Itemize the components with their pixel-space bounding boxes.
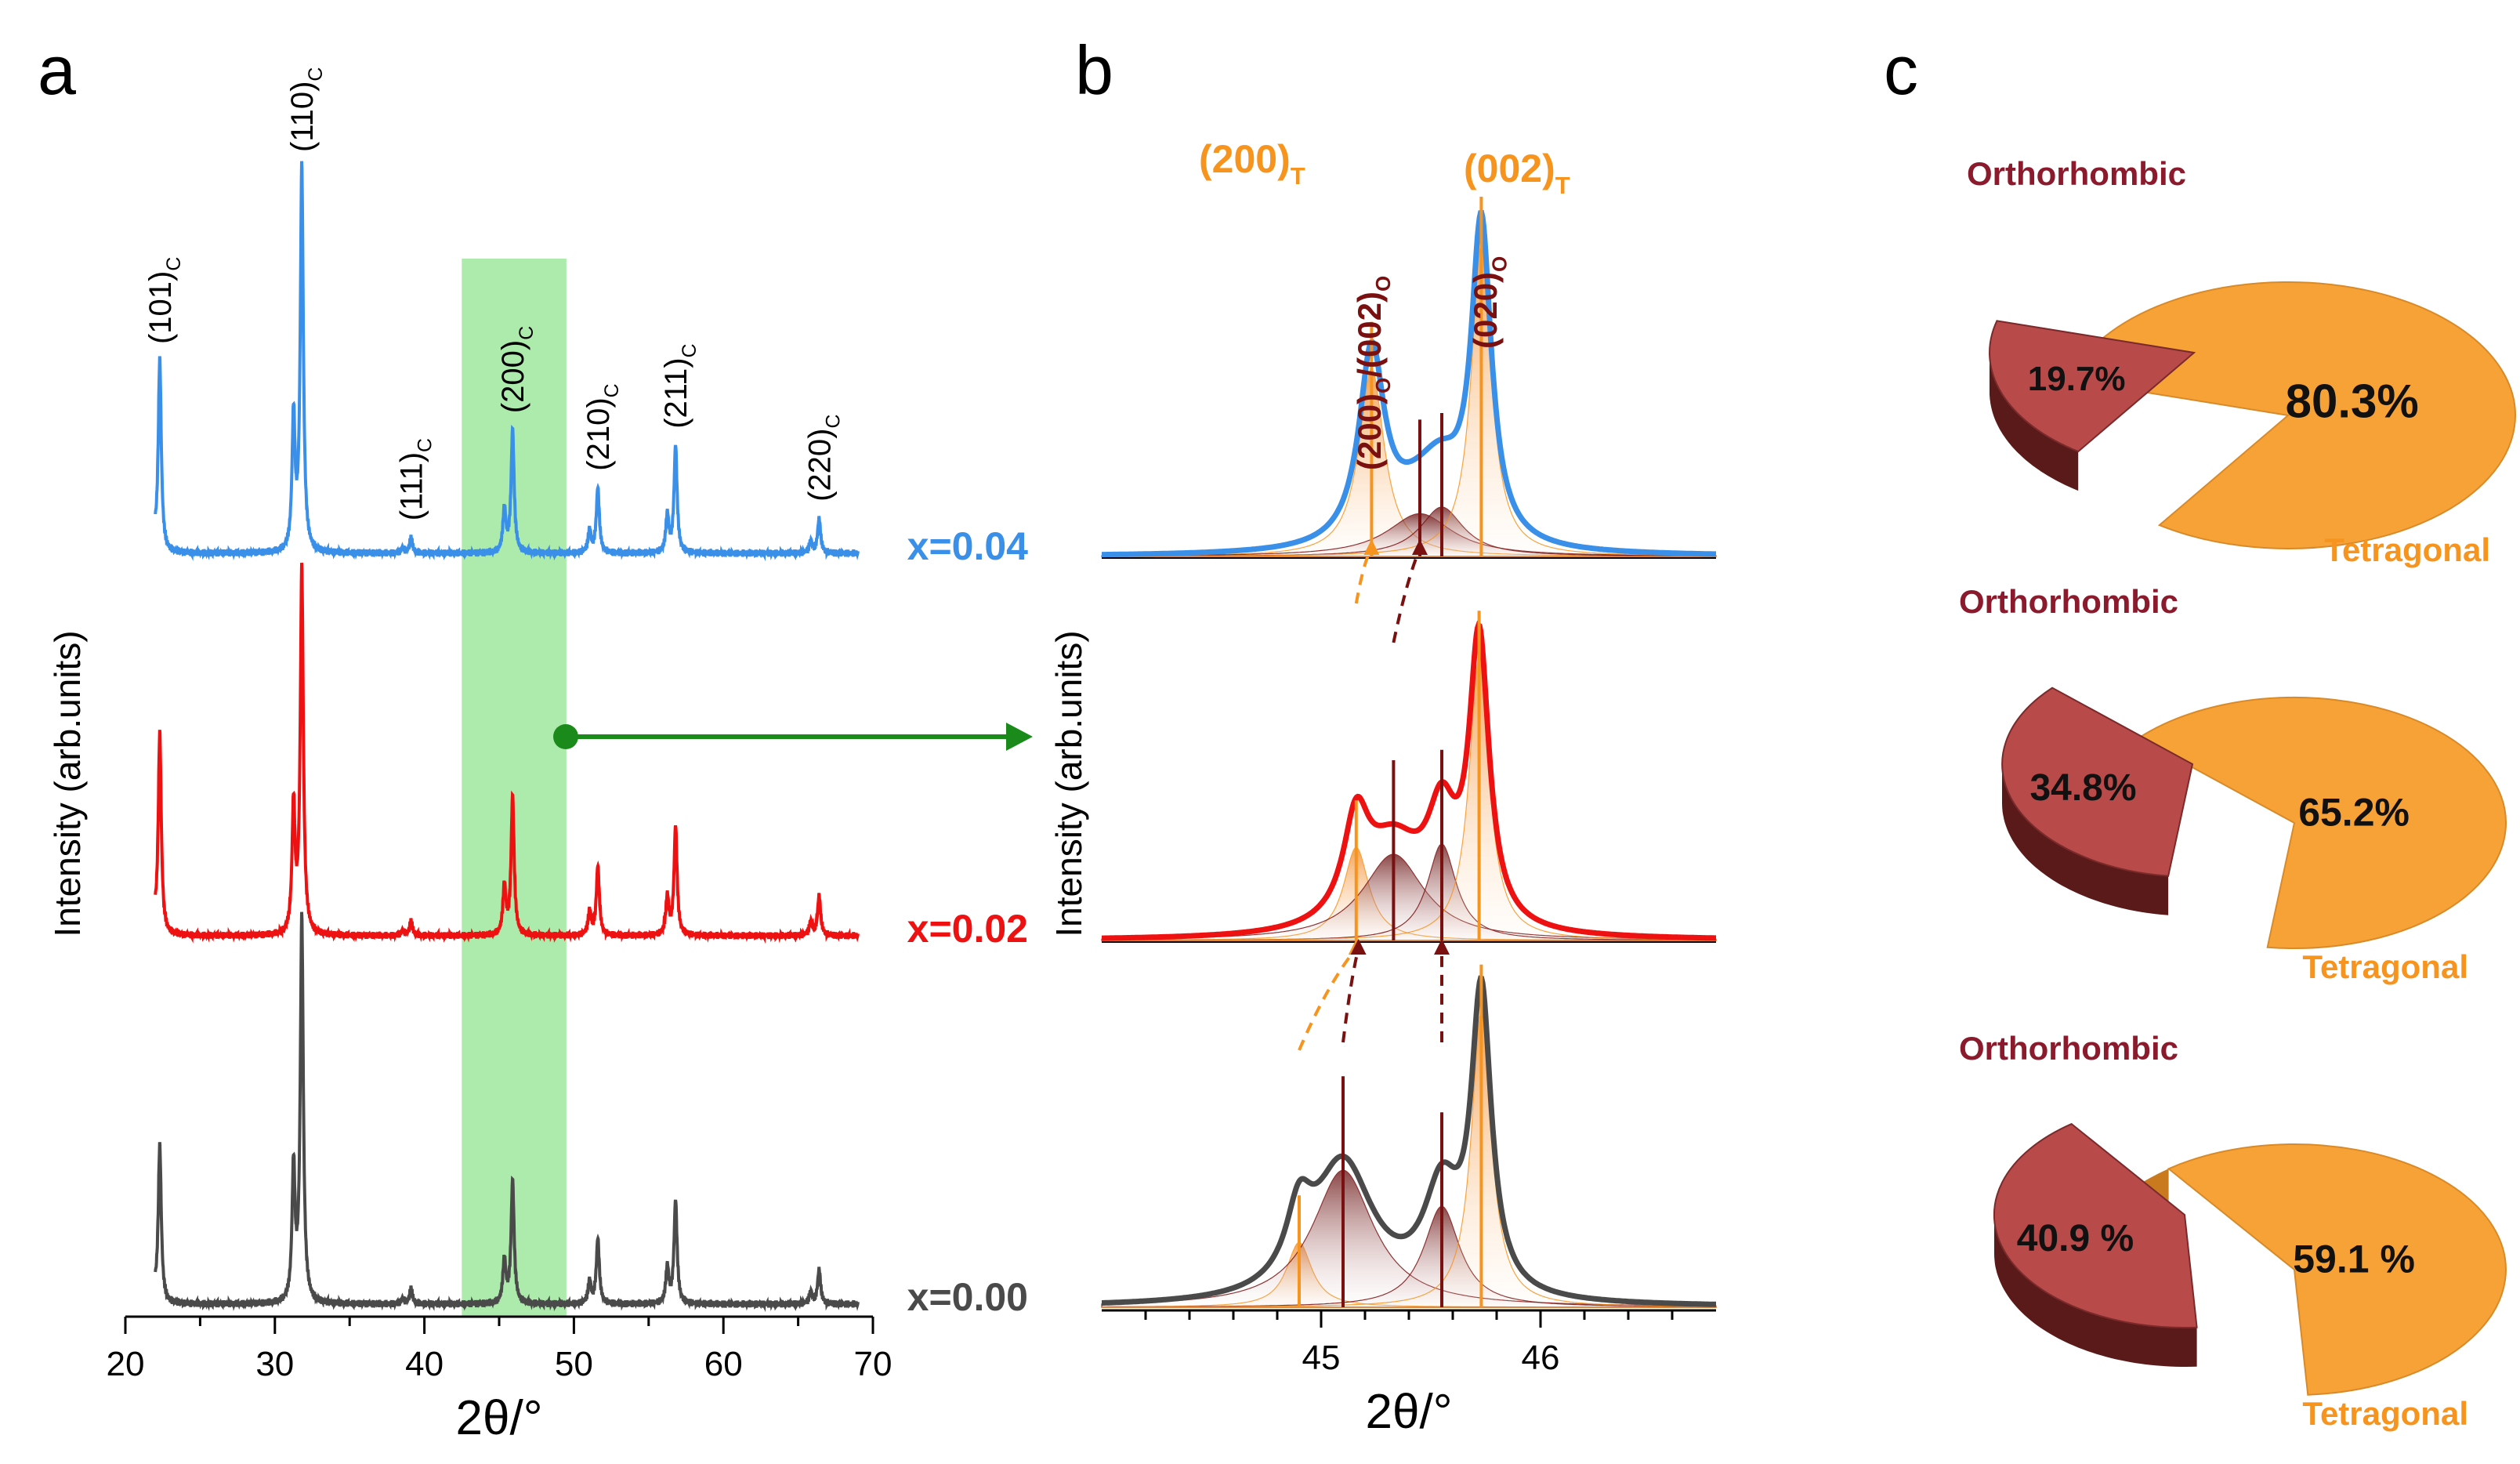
peak-label-main: (210) xyxy=(581,397,616,470)
peak-label-sub: C xyxy=(516,326,538,340)
y-axis-label-b: Intensity (arb.units) xyxy=(1048,630,1089,937)
pie-slice-tetragonal xyxy=(2067,281,2516,549)
fit-envelope-x=0.00 xyxy=(1102,975,1716,1307)
peak-label-main: (111) xyxy=(394,452,429,520)
series-label-a: x=0.04 xyxy=(907,524,1029,568)
peak-label-main: (110) xyxy=(285,82,320,152)
x-tick-label-a: 30 xyxy=(255,1345,294,1383)
x-axis-label-b: 2θ/° xyxy=(1366,1385,1453,1439)
peak-label-sub: C xyxy=(602,383,623,397)
x-tick-label-a: 50 xyxy=(555,1345,593,1383)
peak-label: (200)C xyxy=(496,326,538,413)
pie-side-orthorhombic xyxy=(2002,764,2169,915)
component-peak-O xyxy=(1101,1205,1717,1308)
connector-arrowhead xyxy=(1006,723,1033,751)
pie-slice-orthorhombic xyxy=(1993,1122,2198,1328)
pie-slice-tetragonal xyxy=(2137,697,2507,949)
label-200O-part: (200) xyxy=(1351,393,1388,470)
pie-value-tetragonal: 59.1 % xyxy=(2293,1238,2415,1281)
pie-label-orthorhombic: Orthorhombic xyxy=(1967,155,2186,192)
pie-label-orthorhombic: Orthorhombic xyxy=(1959,1030,2178,1067)
shift-arrow-T2 xyxy=(1354,547,1374,604)
peak-label-sub: C xyxy=(679,343,701,357)
peak-label: (111)C xyxy=(394,438,436,520)
highlight-band xyxy=(462,259,567,1317)
pie-value-tetragonal: 65.2% xyxy=(2298,791,2410,835)
panel-label-b: b xyxy=(1075,31,1113,109)
pie-value-orthorhombic: 40.9 % xyxy=(2017,1218,2134,1259)
x-tick-label-b: 46 xyxy=(1522,1339,1560,1377)
x-tick-label-a: 60 xyxy=(704,1345,743,1383)
panel-label-c: c xyxy=(1884,31,1918,109)
label-002T-sub: T xyxy=(1555,172,1570,199)
peak-label-sub: C xyxy=(164,257,185,271)
peak-label-sub: C xyxy=(823,415,844,429)
pie-label-tetragonal: Tetragonal xyxy=(2302,1395,2468,1432)
component-peak-T xyxy=(1101,1010,1717,1308)
y-axis-label-a: Intensity (arb.units) xyxy=(47,630,88,937)
peak-label-main: (211) xyxy=(659,357,693,428)
xrd-line-x=0.00 xyxy=(154,911,860,1313)
shift-arrow-O1-head xyxy=(1350,939,1367,955)
label-002T-main: (002) xyxy=(1464,147,1555,190)
fit-envelope-x=0.02 xyxy=(1102,620,1716,941)
pie-label-tetragonal: Tetragonal xyxy=(2324,531,2490,568)
label-200T: (200)T xyxy=(1199,137,1305,190)
x-axis-label-a: 2θ/° xyxy=(456,1391,543,1445)
pie-slice-orthorhombic xyxy=(1989,320,2196,453)
pie-slice-orthorhombic xyxy=(2001,687,2194,877)
fit-envelope-x=0.04 xyxy=(1102,209,1716,558)
peak-label-main: (101) xyxy=(143,271,178,344)
label-200T-sub: T xyxy=(1291,162,1305,190)
shift-arrow-T xyxy=(1298,947,1358,1051)
panel-label-a: a xyxy=(38,31,76,109)
pie-value-orthorhombic: 34.8% xyxy=(2029,767,2136,809)
label-020O-sub: O xyxy=(1488,256,1512,272)
peak-label: (211)C xyxy=(659,343,701,428)
label-200T-main: (200) xyxy=(1199,137,1291,181)
label-020O: (020)O xyxy=(1467,256,1512,349)
shift-arrow-T2-head xyxy=(1363,539,1380,555)
peak-label-main: (200) xyxy=(496,340,530,413)
xrd-line-x=0.04 xyxy=(154,161,860,562)
component-peak-T xyxy=(1101,242,1717,557)
pie-slice-tetragonal xyxy=(2167,1143,2507,1396)
label-200O-part: O xyxy=(1371,378,1395,393)
x-tick-label-a: 40 xyxy=(405,1345,444,1383)
connector-dot xyxy=(553,724,578,749)
pie-side-orthorhombic xyxy=(1994,1215,2197,1367)
xrd-line-x=0.02 xyxy=(154,563,860,944)
peak-label: (220)C xyxy=(802,415,844,502)
x-tick-label-b: 45 xyxy=(1302,1339,1341,1377)
shift-arrow-O3 xyxy=(1392,548,1421,643)
component-peak-T xyxy=(1101,657,1717,941)
peak-label: (210)C xyxy=(581,383,623,470)
pie-label-orthorhombic: Orthorhombic xyxy=(1959,583,2178,620)
series-label-a: x=0.00 xyxy=(907,1275,1028,1319)
pie-side-orthorhombic xyxy=(1990,353,2079,491)
label-200O-002O: (200)O/(002)O xyxy=(1351,276,1395,470)
shift-arrow-O3-head xyxy=(1412,539,1428,555)
label-020O-main: (020) xyxy=(1467,272,1504,349)
peak-label: (110)C xyxy=(285,67,327,152)
label-002T: (002)T xyxy=(1464,147,1570,199)
peak-label-sub: C xyxy=(306,67,327,82)
series-label-a: x=0.02 xyxy=(907,907,1028,951)
label-200O-part: /(002) xyxy=(1351,292,1388,378)
x-tick-label-a: 70 xyxy=(854,1345,892,1383)
x-tick-label-a: 20 xyxy=(107,1345,145,1383)
pie-label-tetragonal: Tetragonal xyxy=(2302,948,2468,985)
peak-label-main: (220) xyxy=(802,429,837,502)
pie-value-orthorhombic: 19.7% xyxy=(2028,360,2126,398)
peak-label-sub: C xyxy=(415,438,436,452)
label-200O-part: O xyxy=(1371,276,1395,292)
shift-arrow-O2-head xyxy=(1434,939,1450,955)
pie-value-tetragonal: 80.3% xyxy=(2286,375,2419,428)
peak-label: (101)C xyxy=(143,257,185,344)
